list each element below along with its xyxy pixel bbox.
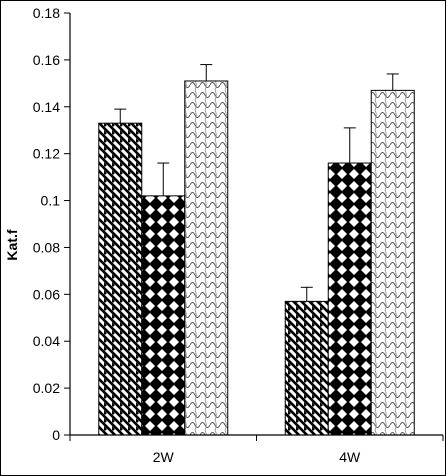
y-tick-label: 0.04: [33, 333, 60, 349]
bar: [327, 162, 372, 436]
bar: [370, 89, 415, 436]
y-tick-label: 0.16: [33, 52, 60, 68]
bar: [141, 195, 186, 436]
y-tick-label: 0.08: [33, 239, 60, 255]
y-tick-label: 0.06: [33, 286, 60, 302]
x-tick-label: 4W: [339, 449, 361, 465]
y-tick-label: 0.1: [41, 193, 61, 209]
y-tick-label: 0: [52, 427, 60, 443]
x-tick-label: 2W: [153, 449, 175, 465]
bar: [284, 300, 329, 436]
y-axis-title: Kat.f: [4, 229, 20, 260]
bar: [184, 80, 229, 436]
y-tick-label: 0.14: [33, 99, 60, 115]
y-tick-label: 0.18: [33, 5, 60, 21]
y-tick-label: 0.12: [33, 146, 60, 162]
bar: [98, 122, 143, 436]
y-tick-label: 0.02: [33, 380, 60, 396]
